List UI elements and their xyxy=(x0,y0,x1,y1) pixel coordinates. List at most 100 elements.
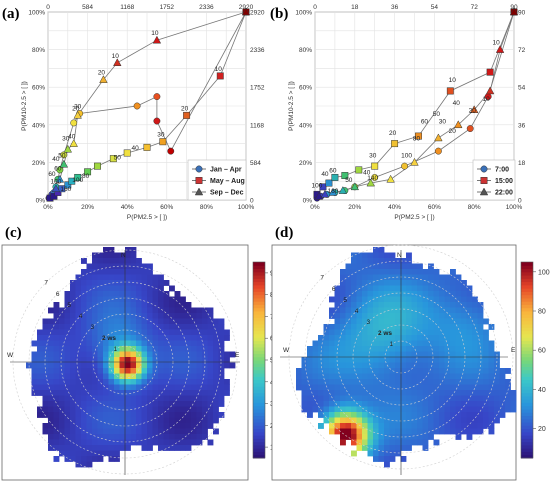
chart-c-heat-cell xyxy=(119,274,126,281)
chart-d-heat-cell xyxy=(444,401,451,407)
chart-d-heat-cell xyxy=(351,450,357,457)
chart-d-heat-cell xyxy=(400,456,407,462)
chart-c-heat-cell xyxy=(59,357,65,363)
chart-c-heat-cell xyxy=(147,373,153,380)
chart-d-heat-cell xyxy=(455,428,462,435)
chart-d-heat-cell xyxy=(351,412,357,418)
chart-d-heat-cell xyxy=(472,329,478,336)
chart-d-heat-cell xyxy=(389,390,396,396)
chart-d-heat-cell xyxy=(351,329,357,336)
chart-d-heat-cell xyxy=(351,280,357,286)
chart-b-point-label: 30 xyxy=(439,119,447,126)
chart-c-heat-cell xyxy=(130,384,137,391)
chart-d-heat-cell xyxy=(422,368,429,374)
chart-d-heat-cell xyxy=(356,280,363,286)
chart-c-heat-cell xyxy=(169,401,175,407)
chart-d-heat-cell xyxy=(406,324,412,330)
chart-c-heat-cell xyxy=(92,434,98,440)
chart-a-right-tick-label: 0 xyxy=(250,198,254,205)
chart-d-heat-cell xyxy=(400,401,407,407)
chart-a-panel-label: (a) xyxy=(2,6,20,22)
chart-d-heat-cell xyxy=(351,307,357,314)
chart-d-heat-cell xyxy=(323,379,330,385)
chart-c-heat-cell xyxy=(48,357,54,363)
chart-c-heat-cell xyxy=(53,318,60,325)
chart-d-colorbar-label: 100 xyxy=(538,269,550,276)
chart-d-heat-cell xyxy=(378,368,385,374)
chart-c-heat-cell xyxy=(207,357,214,363)
chart-c-heat-cell xyxy=(125,434,131,440)
chart-d-heat-cell xyxy=(477,384,484,391)
chart-c-heat-cell xyxy=(169,395,175,402)
chart-d-colorbar-band xyxy=(521,275,533,279)
chart-d-heat-cell xyxy=(395,428,401,435)
chart-c-heat-cell xyxy=(191,346,197,352)
chart-d-heat-cell xyxy=(466,340,473,347)
chart-d-heat-cell xyxy=(510,395,517,402)
chart-d-heat-cell xyxy=(367,269,374,275)
chart-d-heat-cell xyxy=(395,307,401,314)
chart-d-heat-cell xyxy=(378,439,385,446)
chart-d-heat-cell xyxy=(455,401,462,407)
chart-c-heat-cell xyxy=(147,307,153,314)
chart-c-heat-cell xyxy=(59,307,65,314)
chart-d-heat-cell xyxy=(488,384,495,391)
chart-c-heat-cell xyxy=(147,368,153,374)
chart-d-heat-cell xyxy=(433,340,440,347)
chart-d-heat-cell xyxy=(494,373,500,380)
chart-d-heat-cell xyxy=(373,395,379,402)
chart-c-heat-cell xyxy=(42,412,49,418)
chart-c-colorbar-band xyxy=(253,278,265,283)
chart-d-heat-cell xyxy=(356,302,363,308)
chart-d-heat-cell xyxy=(433,428,440,435)
chart-c-heat-cell xyxy=(108,258,115,264)
chart-d-heat-cell xyxy=(400,318,407,325)
chart-d-heat-cell xyxy=(477,324,484,330)
chart-c-heat-cell xyxy=(136,379,142,385)
chart-c-heat-cell xyxy=(152,329,159,336)
chart-d-heat-cell xyxy=(362,313,368,319)
chart-d-heat-cell xyxy=(312,406,319,413)
chart-c-colorbar-band xyxy=(253,356,265,361)
chart-d-heat-cell xyxy=(483,373,489,380)
chart-d-heat-cell xyxy=(318,401,324,407)
chart-c-heat-cell xyxy=(174,368,181,374)
chart-c-heat-cell xyxy=(64,428,71,435)
chart-d-heat-cell xyxy=(312,401,319,407)
chart-d-heat-cell xyxy=(472,379,478,385)
chart-d-heat-cell xyxy=(334,285,341,292)
chart-d-heat-cell xyxy=(488,406,495,413)
chart-c-heat-cell xyxy=(158,313,164,319)
chart-c-heat-cell xyxy=(97,428,104,435)
chart-d-heat-cell xyxy=(362,346,368,352)
chart-c-heat-cell xyxy=(136,423,142,429)
chart-c-heat-cell xyxy=(174,340,181,347)
chart-d-heat-cell xyxy=(444,307,451,314)
chart-d-colorbar-band xyxy=(521,337,533,341)
chart-d-heat-cell xyxy=(406,445,412,451)
chart-d-heat-cell xyxy=(389,428,396,435)
chart-c-heat-cell xyxy=(147,346,153,352)
chart-d-heat-cell xyxy=(422,307,429,314)
chart-c-heat-cell xyxy=(48,406,54,413)
chart-d-heat-cell xyxy=(318,368,324,374)
chart-c-heat-cell xyxy=(207,307,214,314)
chart-c-heat-cell xyxy=(92,379,98,385)
chart-d-heat-cell xyxy=(389,302,396,308)
chart-d-heat-cell xyxy=(323,384,330,391)
chart-d-colorbar-band xyxy=(521,353,533,358)
chart-c-heat-cell xyxy=(53,368,60,374)
chart-d-heat-cell xyxy=(455,280,462,286)
chart-c-heat-cell xyxy=(191,373,197,380)
chart-c-heat-cell xyxy=(141,346,148,352)
chart-c-heat-cell xyxy=(163,434,170,440)
chart-c-heat-cell xyxy=(152,346,159,352)
chart-c-heat-cell xyxy=(114,307,120,314)
chart-d-heat-cell xyxy=(378,285,385,292)
chart-c-heat-cell xyxy=(97,340,104,347)
chart-c-heat-cell xyxy=(125,395,131,402)
chart-d-heat-cell xyxy=(439,401,445,407)
chart-c-heat-cell xyxy=(119,329,126,336)
chart-d-heat-cell xyxy=(340,434,346,440)
chart-d-heat-cell xyxy=(406,346,412,352)
